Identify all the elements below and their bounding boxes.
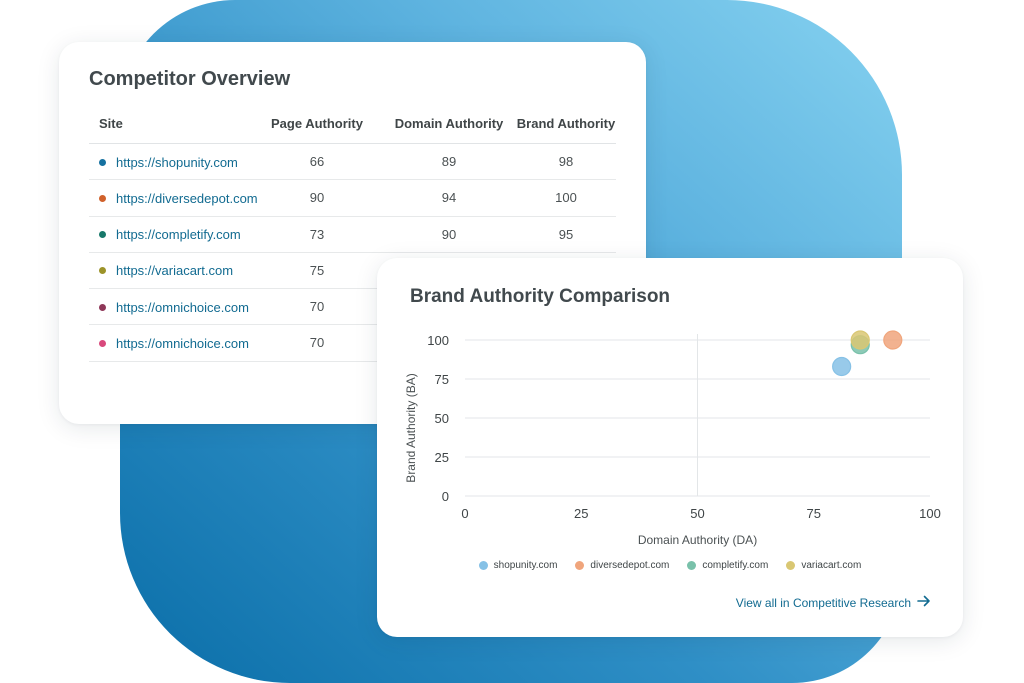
table-row: https://variacart.com 75 — [89, 253, 616, 290]
table-header: Site Page Authority Domain Authority Bra… — [89, 106, 616, 144]
brand-authority-cell: 100 — [555, 190, 577, 206]
data-point — [832, 356, 852, 377]
table-row: https://omnichoice.com 70 — [89, 325, 616, 362]
page-authority-cell: 70 — [309, 335, 325, 351]
column-header-page-authority[interactable]: Page Authority — [271, 116, 363, 131]
y-tick-label: 25 — [435, 450, 449, 465]
site-link[interactable]: https://diversedepot.com — [116, 190, 258, 206]
site-color-dot — [99, 303, 106, 311]
legend-item[interactable]: variacart.com — [786, 560, 861, 571]
brand-authority-cell: 98 — [558, 154, 574, 169]
page-authority-cell: 70 — [309, 299, 325, 315]
column-header-brand-authority[interactable]: Brand Authority — [516, 116, 616, 131]
site-link[interactable]: https://shopunity.com — [116, 154, 238, 170]
legend-swatch — [575, 561, 585, 570]
x-tick-label: 50 — [690, 506, 704, 521]
overview-title: Competitor Overview — [89, 68, 291, 90]
y-tick-label: 100 — [427, 333, 449, 348]
x-tick-label: 0 — [461, 506, 468, 521]
y-tick-label: 0 — [442, 489, 449, 504]
scatter-chart: 0 25 50 75 100 0 25 50 75 100 Domain Authority (DA… — [404, 330, 941, 547]
page-authority-cell: 66 — [309, 154, 325, 169]
brand-authority-cell: 95 — [558, 226, 574, 242]
site-cell: https://shopunity.com — [99, 144, 238, 180]
competitor-table: Site Page Authority Domain Authority Bra… — [89, 106, 616, 362]
x-tick-label: 75 — [807, 506, 821, 521]
site-link[interactable]: https://completify.com — [116, 227, 241, 243]
table-body: https://shopunity.com 66 89 98 https://diver… — [89, 144, 616, 362]
site-cell: https://omnichoice.com — [99, 289, 249, 325]
legend-swatch — [786, 561, 796, 570]
x-tick-label: 100 — [919, 506, 941, 521]
y-axis-title: Brand Authority (BA) — [404, 373, 418, 482]
chart-legend: shopunity.com diversedepot.com completify.… — [377, 560, 963, 571]
site-link[interactable]: https://omnichoice.com — [116, 335, 249, 351]
table-row: https://omnichoice.com 70 — [89, 289, 616, 326]
site-link[interactable]: https://omnichoice.com — [116, 299, 249, 315]
column-header-domain-authority[interactable]: Domain Authority — [394, 116, 504, 131]
table-row: https://completify.com 73 90 95 — [89, 217, 616, 253]
legend-swatch — [478, 561, 488, 570]
legend-item[interactable]: diversedepot.com — [575, 560, 669, 571]
domain-authority-cell: 94 — [441, 190, 457, 206]
legend-item[interactable]: completify.com — [687, 560, 768, 571]
x-axis-title: Domain Authority (DA) — [638, 533, 757, 547]
site-color-dot — [99, 158, 106, 166]
site-color-dot — [99, 231, 106, 239]
domain-authority-cell: 89 — [441, 154, 457, 169]
brand-authority-chart-card: Brand Authority Comparison 0 25 50 75 100 0 25… — [377, 258, 963, 637]
table-row: https://diversedepot.com 90 94 100 — [89, 180, 616, 217]
legend-label: diversedepot.com — [590, 560, 670, 571]
y-tick-label: 50 — [435, 411, 449, 426]
legend-label: shopunity.com — [493, 560, 558, 571]
x-tick-label: 25 — [574, 506, 588, 521]
chart-title: Brand Authority Comparison — [410, 286, 671, 307]
site-cell: https://omnichoice.com — [99, 325, 249, 361]
column-header-site: Site — [99, 116, 123, 131]
site-cell: https://variacart.com — [99, 253, 233, 289]
page-authority-cell: 90 — [309, 190, 325, 206]
legend-label: variacart.com — [801, 560, 862, 571]
view-all-label: View all in Competitive Research — [735, 595, 911, 610]
y-tick-label: 75 — [435, 372, 449, 387]
legend-label: completify.com — [702, 560, 769, 571]
legend-item[interactable]: shopunity.com — [478, 560, 558, 571]
domain-authority-cell: 90 — [441, 226, 457, 242]
data-point — [850, 330, 870, 350]
table-row: https://shopunity.com 66 89 98 — [89, 144, 616, 181]
site-color-dot — [99, 339, 106, 347]
page-authority-cell: 75 — [309, 262, 325, 278]
site-cell: https://completify.com — [99, 217, 241, 253]
competitor-overview-card: Competitor Overview Site Page Authority … — [59, 42, 646, 424]
site-link[interactable]: https://variacart.com — [116, 263, 234, 279]
data-point — [883, 330, 903, 350]
arrow-right-icon — [917, 595, 931, 610]
legend-swatch — [687, 561, 697, 570]
page-authority-cell: 73 — [309, 226, 325, 242]
view-all-link[interactable]: View all in Competitive Research — [736, 595, 931, 610]
site-color-dot — [99, 194, 106, 202]
site-cell: https://diversedepot.com — [99, 180, 258, 216]
site-color-dot — [99, 267, 106, 275]
